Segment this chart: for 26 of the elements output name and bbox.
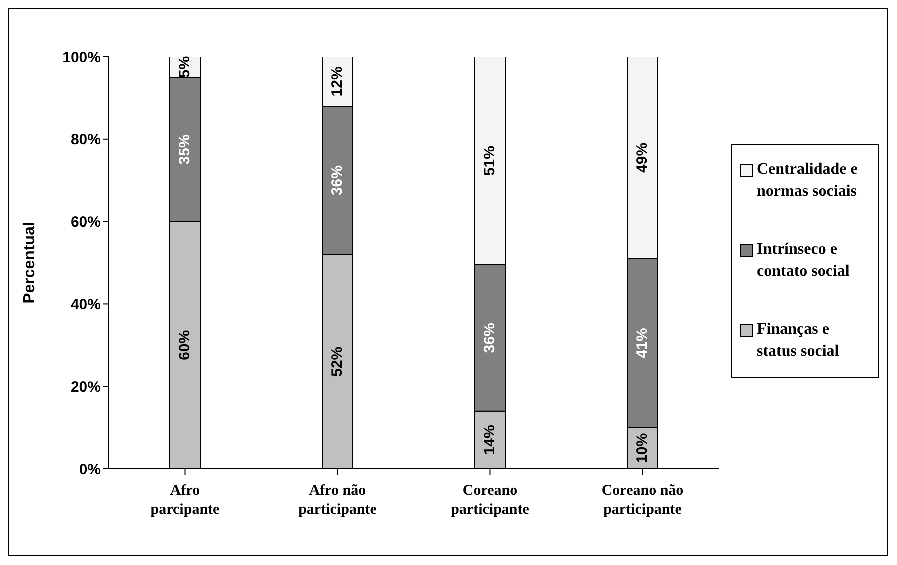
data-label: 36% — [329, 166, 346, 196]
y-tick-label: 100% — [62, 49, 101, 66]
x-tick-label: Coreano não participante — [602, 483, 684, 518]
data-label: 52% — [329, 346, 346, 377]
data-label: 12% — [329, 66, 346, 97]
data-label: 5% — [176, 56, 194, 78]
y-tick-label: 60% — [70, 214, 101, 232]
y-tick-label: 40% — [70, 296, 101, 314]
data-label: 14% — [482, 425, 499, 456]
y-tick-label: 80% — [70, 132, 101, 149]
data-label: 41% — [634, 328, 652, 358]
legend-label: Centralidade e normas sociais — [757, 160, 859, 202]
x-tick-label: Afro parcipante — [150, 483, 220, 518]
y-tick-label: 20% — [70, 378, 101, 396]
data-label: 49% — [634, 142, 652, 173]
data-label: 51% — [482, 146, 499, 176]
data-label: 60% — [176, 330, 194, 360]
x-tick-label: Coreano participante — [451, 483, 530, 518]
legend-label: Finanças e status social — [757, 320, 840, 362]
x-tick-label: Afro não participante — [298, 483, 378, 518]
data-label: 35% — [176, 134, 194, 165]
legend-label: Intrínseco e contato social — [757, 240, 851, 282]
y-axis-title: Percentual — [22, 222, 39, 304]
y-tick-label: 0% — [79, 461, 101, 478]
data-label: 10% — [634, 433, 652, 464]
data-label: 36% — [482, 323, 499, 354]
